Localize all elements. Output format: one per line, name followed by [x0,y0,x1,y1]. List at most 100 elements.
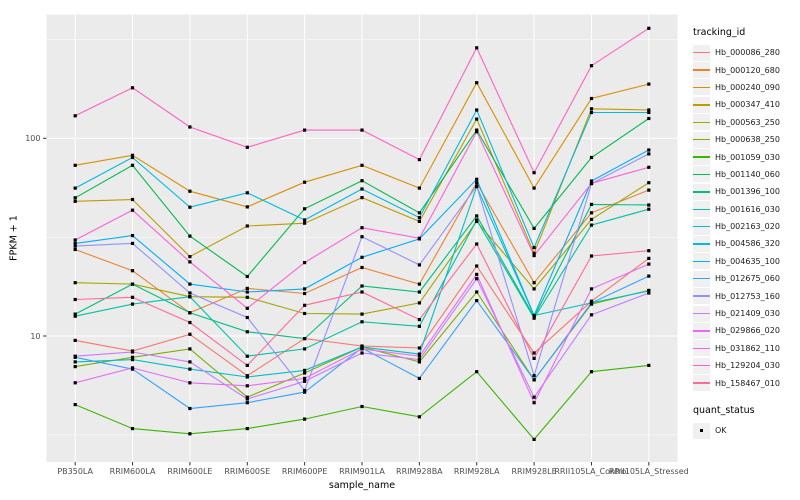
data-point [647,249,651,253]
legend-item-label: OK [715,426,727,435]
data-point [245,395,249,399]
data-point [360,187,364,191]
x-tick-label: RRIM928BA [396,467,443,476]
legend-item-label: Hb_021409_030 [715,309,780,319]
data-point [417,290,421,294]
data-point [73,338,77,342]
data-point [532,437,536,441]
legend-item-Hb_000347_410: Hb_000347_410 [693,96,799,113]
data-point [188,189,192,193]
legend-key-line-icon [693,357,710,374]
data-point [589,217,594,221]
data-point [73,403,77,407]
data-point [303,291,307,296]
data-point [303,337,307,341]
legend-item-label: Hb_129204_030 [715,361,780,371]
data-point [188,125,192,129]
legend-item-label: Hb_000086_280 [715,48,780,58]
data-point [589,181,594,185]
data-point [647,289,651,293]
data-point [589,301,594,305]
data-point [188,367,192,371]
data-point [532,246,536,250]
legend-key-line-icon [693,270,710,287]
data-point [360,351,364,355]
data-point [475,184,479,188]
data-point [475,272,479,276]
legend-item-Hb_000120_680: Hb_000120_680 [693,61,799,79]
data-point [73,199,77,203]
legend-item-label: Hb_000563_250 [715,117,780,127]
data-point [589,211,594,215]
legend-item-label: Hb_158467_010 [715,378,780,388]
data-point [188,205,192,209]
data-point [360,312,364,316]
data-point [647,262,651,266]
points-Hb_001616_030 [73,207,651,358]
data-point [589,223,594,227]
data-point [475,108,479,112]
data-point [417,301,421,305]
data-point [130,427,135,431]
data-point [245,274,249,279]
data-point [417,186,421,190]
data-point [417,219,421,223]
x-tick-label: RRIM600SE [224,467,270,476]
data-point [130,355,135,359]
data-point [475,242,479,246]
data-point [245,315,249,320]
points-Hb_031862_110 [73,130,651,310]
data-point [475,81,479,85]
data-point [188,291,192,295]
data-point [532,395,536,399]
legend-item-Hb_000563_250: Hb_000563_250 [693,114,799,131]
data-point [647,291,651,295]
legend-key-line-icon [693,288,710,305]
data-point [73,297,77,302]
legend-item-label: Hb_001396_100 [715,187,780,197]
data-point [73,312,77,316]
data-point [360,404,364,409]
legend-item-label: Hb_001140_060 [715,169,780,179]
data-point [475,46,479,50]
data-point [303,180,307,184]
data-point [360,290,364,294]
data-point [130,302,135,306]
data-point [130,269,135,273]
data-point [475,264,479,268]
legend-tracking-id-title: tracking_id [693,27,746,38]
data-point [130,208,135,212]
data-point [475,214,479,218]
legend-quant-status-title: quant_status [693,404,755,416]
data-point [417,216,421,220]
data-point [532,356,536,360]
data-point [589,313,594,317]
data-point [130,350,135,354]
data-point [245,427,249,431]
legend-item-label: Hb_000347_410 [715,100,780,110]
x-tick-label: RRIM901LA [339,467,385,476]
data-point [73,354,77,358]
legend-item-label: Hb_000240_090 [715,82,780,92]
legend-item-Hb_004586_320: Hb_004586_320 [693,235,799,252]
data-point [647,108,651,112]
data-point [589,155,594,160]
legend-item-label: Hb_000120_680 [715,65,780,75]
legend-item-label: Hb_012753_160 [715,291,780,301]
data-point [303,371,307,375]
legend-key-line-icon [693,375,710,392]
data-point [303,221,307,225]
data-point [417,211,421,215]
data-point [130,366,135,370]
data-point [188,234,192,238]
data-point [532,401,536,405]
data-point [475,181,479,185]
data-point [303,379,307,383]
data-point [303,303,307,307]
data-point [647,165,651,169]
points-Hb_001059_030 [73,363,651,441]
data-point [188,381,192,385]
data-point [532,251,536,255]
legend-color-items: Hb_000086_280 Hb_000120_680 Hb_000240_090 H… [693,44,799,392]
data-point [360,347,364,351]
